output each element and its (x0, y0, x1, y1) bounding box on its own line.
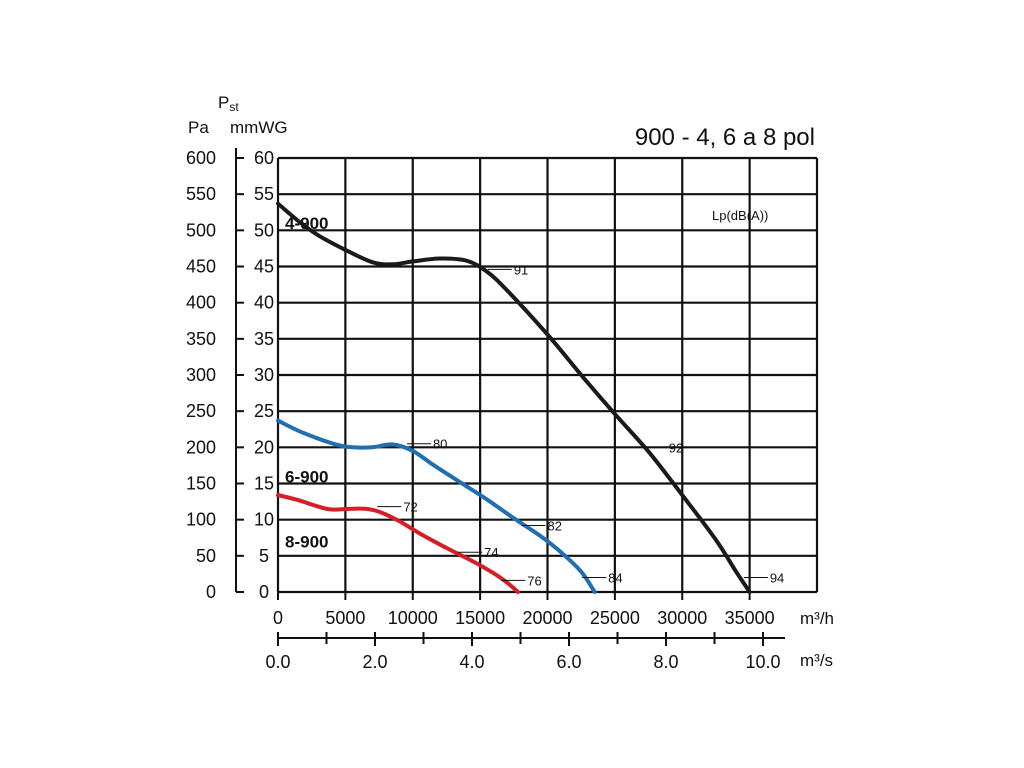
y-tick-label-pa: 500 (186, 220, 216, 240)
axes: 0055010100151502020025250303003535040400… (186, 148, 785, 672)
noise-label-6-900: 80 (433, 437, 447, 452)
y-tick-label-mmwg: 45 (254, 257, 274, 277)
series-line-4-900 (276, 201, 752, 594)
y-tick-label-pa: 150 (186, 474, 216, 494)
y-tick-label-mmwg: 35 (254, 329, 274, 349)
y-tick-label-pa: 100 (186, 510, 216, 530)
y-tick-label-mmwg: 10 (254, 510, 274, 530)
x-tick-label-m3s: 8.0 (653, 652, 678, 672)
y-tick-label-mmwg: 30 (254, 365, 274, 385)
noise-label-8-900: 76 (527, 573, 541, 588)
lp-label: Lp(dB(A)) (712, 208, 768, 223)
y-tick-label-pa: 350 (186, 329, 216, 349)
y-tick-label-mmwg: 25 (254, 401, 274, 421)
x-tick-label-m3h: 15000 (455, 608, 505, 628)
mmwg-unit-label: mmWG (230, 118, 288, 137)
y-tick-label-pa: 450 (186, 257, 216, 277)
x-tick-label-m3s: 6.0 (556, 652, 581, 672)
grid (276, 156, 819, 594)
y-tick-label-pa: 300 (186, 365, 216, 385)
series-name-6-900: 6-900 (285, 467, 328, 486)
m3h-unit-label: m³/h (800, 609, 834, 628)
series-name-4-900: 4-900 (285, 214, 328, 233)
noise-label-6-900: 84 (608, 571, 622, 586)
pst-label: Pst (218, 93, 239, 114)
x-tick-label-m3h: 0 (273, 608, 283, 628)
x-tick-label-m3s: 10.0 (745, 652, 780, 672)
y-tick-label-pa: 250 (186, 401, 216, 421)
y-tick-label-mmwg: 55 (254, 184, 274, 204)
y-tick-label-pa: 200 (186, 437, 216, 457)
x-tick-label-m3h: 25000 (590, 608, 640, 628)
y-tick-label-mmwg: 15 (254, 474, 274, 494)
x-tick-label-m3h: 35000 (725, 608, 775, 628)
pst-p: P (218, 93, 229, 112)
pa-unit-label: Pa (188, 118, 209, 137)
series-line-8-900 (276, 493, 520, 594)
series-line-6-900 (276, 418, 597, 594)
y-tick-label-mmwg: 5 (259, 546, 269, 566)
x-tick-label-m3h: 20000 (522, 608, 572, 628)
noise-label-8-900: 72 (403, 500, 417, 515)
m3s-unit-label: m³/s (800, 651, 833, 670)
y-tick-label-mmwg: 20 (254, 437, 274, 457)
x-tick-label-m3h: 30000 (657, 608, 707, 628)
y-tick-label-mmwg: 50 (254, 220, 274, 240)
y-tick-label-pa: 600 (186, 148, 216, 168)
y-tick-label-mmwg: 60 (254, 148, 274, 168)
noise-label-4-900: 91 (514, 262, 528, 277)
noise-label-4-900: 92 (669, 440, 683, 455)
series-name-8-900: 8-900 (285, 532, 328, 551)
x-tick-label-m3h: 5000 (325, 608, 365, 628)
x-tick-label-m3s: 2.0 (362, 652, 387, 672)
series-layer (276, 201, 752, 594)
noise-label-6-900: 82 (548, 518, 562, 533)
y-tick-label-mmwg: 40 (254, 293, 274, 313)
x-tick-label-m3s: 0.0 (265, 652, 290, 672)
noise-label-8-900: 74 (484, 545, 498, 560)
x-tick-label-m3s: 4.0 (459, 652, 484, 672)
x-tick-label-m3h: 10000 (388, 608, 438, 628)
pst-sub: st (229, 100, 239, 114)
labels-layer: 4-900 91 92 94 6-900 80 82 84 8-900 72 74 76 (285, 214, 784, 588)
y-tick-label-pa: 50 (196, 546, 216, 566)
y-tick-label-mmwg: 0 (259, 582, 269, 602)
y-tick-label-pa: 400 (186, 293, 216, 313)
noise-label-4-900: 94 (770, 571, 784, 586)
chart-title: 900 - 4, 6 a 8 pol (635, 124, 815, 151)
y-tick-label-pa: 0 (206, 582, 216, 602)
y-tick-label-pa: 550 (186, 184, 216, 204)
